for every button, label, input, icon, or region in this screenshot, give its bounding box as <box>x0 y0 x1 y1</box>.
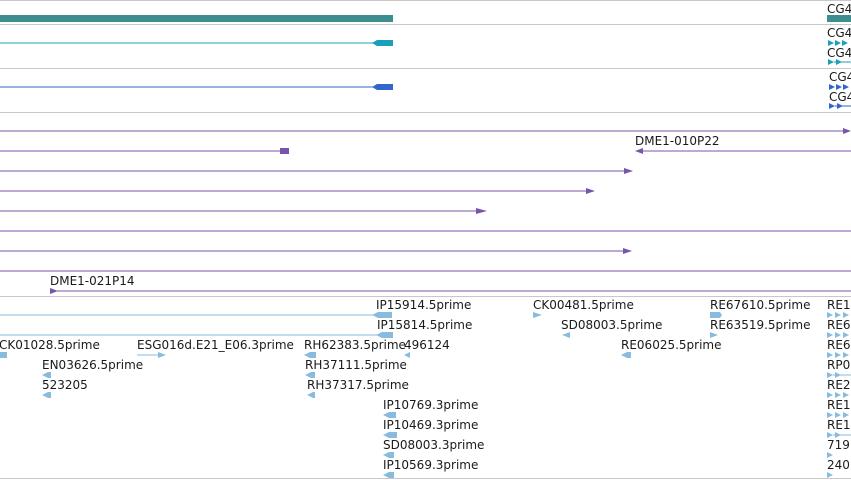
clone-feature[interactable] <box>0 128 851 134</box>
est-arrows[interactable] <box>827 392 849 398</box>
est-arrows[interactable] <box>827 352 849 358</box>
est-feature[interactable] <box>383 472 394 478</box>
clone-feature[interactable] <box>0 248 632 254</box>
est-arrows[interactable] <box>827 372 851 378</box>
est-label: ESG016d.E21_E06.3prime <box>137 338 294 352</box>
transcript-exon[interactable] <box>372 40 393 46</box>
est-feature[interactable] <box>0 352 7 358</box>
est-label: RE1 <box>827 398 851 412</box>
est-feature[interactable] <box>42 392 51 398</box>
est-label: IP10769.3prime <box>383 398 478 412</box>
gene-track: CG4 <box>0 2 851 22</box>
transcript-arrows-right[interactable] <box>829 84 849 90</box>
est-label: RE67610.5prime <box>710 298 811 312</box>
est-feature[interactable] <box>710 312 722 318</box>
est-feature[interactable] <box>372 312 392 318</box>
est-arrows[interactable] <box>827 332 849 338</box>
est-label: RE1 <box>827 298 851 312</box>
est-arrows[interactable] <box>827 432 851 438</box>
est-feature[interactable] <box>137 352 166 358</box>
est-label: RE2 <box>827 378 851 392</box>
est-label: RH37317.5prime <box>307 378 409 392</box>
est-feature[interactable] <box>42 372 51 378</box>
est-label: 523205 <box>42 378 88 392</box>
clone-feature-010P22[interactable] <box>635 148 851 154</box>
est-feature[interactable] <box>383 412 396 418</box>
est-label: RH62383.5prime <box>304 338 406 352</box>
est-label: IP10469.3prime <box>383 418 478 432</box>
est-label: CK00481.5prime <box>533 298 634 312</box>
est-label: IP15814.5prime <box>377 318 472 332</box>
est-feature[interactable] <box>376 332 393 338</box>
clone-label: DME1-021P14 <box>50 274 135 288</box>
est-feature[interactable] <box>307 392 315 398</box>
clone-feature[interactable] <box>0 148 289 154</box>
est-label: EN03626.5prime <box>42 358 143 372</box>
transcript-label-right: CG4 <box>829 90 851 104</box>
est-feature[interactable] <box>305 372 315 378</box>
bac-clone-track: DME1-010P22 DME1-021P14 <box>0 128 851 294</box>
est-label: 240 <box>827 458 850 472</box>
est-label: RE6 <box>827 338 851 352</box>
est-feature[interactable] <box>827 472 833 478</box>
transcript-label-right: CG4 <box>827 26 851 40</box>
est-label: SD08003.3prime <box>383 438 484 452</box>
est-label: RE63519.5prime <box>710 318 811 332</box>
est-label: RE1 <box>827 418 851 432</box>
transcript-arrows-right[interactable] <box>829 103 851 109</box>
transcript-label-right: CG4 <box>829 70 851 84</box>
transcript-track-b: CG4 CG4 <box>0 70 851 109</box>
transcript-arrows-right[interactable] <box>828 40 848 46</box>
est-label: 496124 <box>404 338 450 352</box>
est-label: RH37111.5prime <box>305 358 407 372</box>
est-track: IP15914.5prime CK00481.5prime RE67610.5p… <box>0 298 851 478</box>
est-feature[interactable] <box>383 432 397 438</box>
transcript-track-a: CG4 CG4 <box>0 26 851 65</box>
clone-label: DME1-010P22 <box>635 134 720 148</box>
gene-feature[interactable] <box>0 15 393 22</box>
est-label: RE6 <box>827 318 851 332</box>
est-label: IP10569.3prime <box>383 458 478 472</box>
est-label: SD08003.5prime <box>561 318 662 332</box>
est-arrows[interactable] <box>827 312 849 318</box>
gene-feature-right[interactable] <box>827 15 851 22</box>
est-label: RP0 <box>827 358 850 372</box>
est-feature[interactable] <box>827 452 833 458</box>
est-label: 719 <box>827 438 850 452</box>
est-feature[interactable] <box>621 352 631 358</box>
est-label: IP15914.5prime <box>376 298 471 312</box>
clone-feature[interactable] <box>0 188 595 194</box>
est-feature[interactable] <box>562 332 570 338</box>
est-feature[interactable] <box>404 352 410 358</box>
est-label: CK01028.5prime <box>0 338 100 352</box>
transcript-label-right: CG4 <box>827 46 851 60</box>
clone-feature[interactable] <box>0 208 487 214</box>
transcript-exon[interactable] <box>372 84 393 90</box>
clone-feature-021P14[interactable] <box>50 288 851 294</box>
est-feature[interactable] <box>710 332 718 338</box>
est-label: RE06025.5prime <box>621 338 722 352</box>
est-feature[interactable] <box>304 352 316 358</box>
est-arrows[interactable] <box>827 412 849 418</box>
est-feature[interactable] <box>533 312 542 318</box>
clone-feature[interactable] <box>0 168 633 174</box>
est-feature[interactable] <box>383 452 394 458</box>
gene-label-right: CG4 <box>827 2 851 16</box>
transcript-arrows-right[interactable] <box>828 59 851 65</box>
